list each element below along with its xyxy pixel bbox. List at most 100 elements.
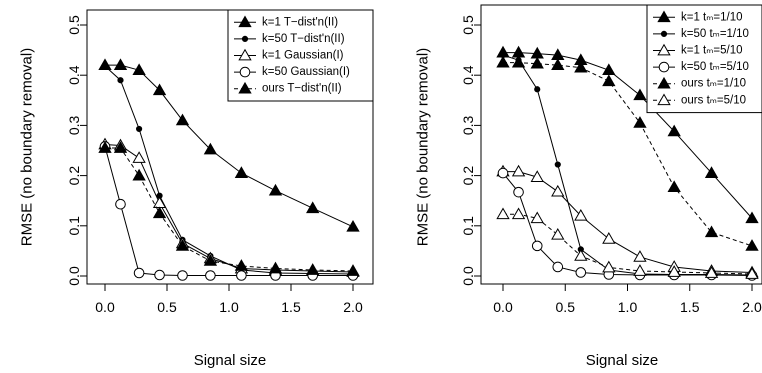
legend-marker bbox=[658, 61, 670, 73]
data-point bbox=[346, 264, 360, 276]
series-6 bbox=[496, 207, 759, 279]
data-point bbox=[236, 270, 247, 281]
data-point bbox=[633, 250, 647, 262]
legend-label: k=1 Gaussian(I) bbox=[262, 50, 344, 62]
data-point bbox=[574, 208, 588, 221]
data-point bbox=[152, 206, 167, 219]
x-axis: 0.0 0.5 1.0 1.5 2.0 bbox=[95, 283, 363, 315]
legend-marker bbox=[657, 93, 671, 106]
legend-label: ours tₘ=1/10 bbox=[681, 78, 746, 90]
chart-panel-1: 0.0 0.5 1.0 1.5 2.0 0.0 0.1 0.2 0.3 0.4 0.5 Signal … bbox=[19, 9, 374, 369]
legend-marker bbox=[238, 15, 252, 28]
data-point bbox=[602, 74, 616, 87]
data-point bbox=[175, 239, 190, 251]
data-point bbox=[511, 55, 526, 68]
series-line bbox=[503, 213, 753, 275]
data-point bbox=[745, 267, 759, 279]
series-line bbox=[104, 146, 353, 276]
x-tick-label: 1.5 bbox=[281, 299, 301, 315]
y-axis-title: RMSE (no boundary removal) bbox=[19, 48, 36, 246]
x-tick-label: 1.0 bbox=[219, 299, 239, 315]
y-axis: 0.0 0.1 0.2 0.3 0.4 0.5 bbox=[460, 15, 482, 286]
legend-label: ours T−dist'n(II) bbox=[262, 83, 342, 95]
data-point bbox=[745, 211, 759, 224]
data-point bbox=[551, 228, 565, 240]
data-point bbox=[633, 116, 647, 128]
y-tick-label: 0.0 bbox=[66, 266, 82, 286]
data-point bbox=[306, 201, 320, 214]
data-point bbox=[704, 166, 719, 178]
legend-label: k=1 tₘ=1/10 bbox=[681, 11, 743, 23]
series-line bbox=[105, 64, 354, 228]
legend-marker bbox=[657, 76, 671, 89]
y-axis-title: RMSE (no boundary removal) bbox=[415, 48, 432, 246]
data-point bbox=[602, 260, 616, 273]
y-tick-label: 0.1 bbox=[460, 216, 476, 236]
y-axis: 0.0 0.1 0.2 0.3 0.4 0.5 bbox=[66, 15, 88, 286]
data-point bbox=[117, 77, 124, 84]
data-point bbox=[113, 141, 128, 153]
data-point bbox=[667, 180, 681, 192]
data-point bbox=[268, 261, 283, 274]
y-tick-label: 0.3 bbox=[460, 115, 476, 135]
y-tick-label: 0.1 bbox=[66, 216, 82, 236]
data-point bbox=[234, 166, 249, 178]
legend-marker bbox=[657, 10, 671, 23]
data-point bbox=[602, 232, 616, 244]
data-point bbox=[346, 219, 360, 232]
series-line bbox=[104, 143, 354, 273]
data-point bbox=[132, 168, 146, 181]
y-tick-label: 0.2 bbox=[66, 166, 82, 186]
y-tick-label: 0.4 bbox=[460, 65, 476, 85]
data-point bbox=[154, 269, 165, 281]
data-point bbox=[574, 60, 588, 73]
data-point bbox=[511, 207, 526, 220]
data-point bbox=[551, 184, 565, 197]
data-point bbox=[554, 161, 561, 168]
series-line bbox=[502, 54, 753, 276]
data-point bbox=[101, 63, 109, 70]
series-5 bbox=[98, 141, 360, 276]
y-tick-label: 0.5 bbox=[460, 15, 476, 35]
legend-label: k=1 T−dist'n(II) bbox=[262, 16, 338, 28]
x-axis-title: Signal size bbox=[194, 352, 267, 369]
series-line bbox=[503, 171, 753, 273]
legend-marker bbox=[660, 30, 668, 38]
x-tick-label: 2.0 bbox=[343, 299, 363, 315]
x-tick-label: 0.5 bbox=[157, 299, 177, 315]
x-tick-label: 1.0 bbox=[618, 299, 638, 315]
legend-marker bbox=[657, 43, 671, 56]
legend-label: k=50 Gaussian(I) bbox=[262, 66, 350, 78]
data-point bbox=[511, 45, 526, 58]
data-point bbox=[136, 125, 143, 133]
data-point bbox=[497, 167, 509, 179]
legend-label: k=1 tₘ=5/10 bbox=[681, 45, 743, 57]
series-1 bbox=[496, 45, 759, 224]
series-1 bbox=[98, 58, 360, 232]
y-tick-label: 0.0 bbox=[460, 266, 476, 286]
data-point bbox=[496, 207, 510, 220]
series-5 bbox=[496, 55, 759, 251]
series-line bbox=[503, 62, 753, 247]
legend: k=1 tₘ=1/10 k=50 tₘ=1/10 k=1 tₘ=5/10 k=50 t… bbox=[646, 4, 762, 114]
data-point bbox=[704, 225, 719, 238]
y-tick-label: 0.5 bbox=[66, 15, 82, 35]
series-4 bbox=[497, 167, 758, 281]
x-axis: 0.0 0.5 1.0 1.5 2.0 bbox=[493, 283, 762, 315]
data-point bbox=[667, 265, 681, 277]
data-point bbox=[177, 270, 188, 281]
data-point bbox=[704, 266, 719, 278]
series-line bbox=[105, 147, 354, 272]
x-axis-title: Signal size bbox=[586, 352, 659, 369]
x-tick-label: 1.5 bbox=[680, 299, 700, 315]
data-point bbox=[530, 56, 544, 69]
legend-box bbox=[646, 4, 762, 114]
data-point bbox=[203, 142, 218, 155]
x-tick-label: 0.0 bbox=[493, 299, 513, 315]
series-line bbox=[503, 52, 753, 219]
data-point bbox=[667, 124, 681, 137]
legend-label: k=50 tₘ=5/10 bbox=[681, 61, 749, 73]
data-point bbox=[234, 259, 249, 271]
legend-marker bbox=[238, 81, 252, 94]
